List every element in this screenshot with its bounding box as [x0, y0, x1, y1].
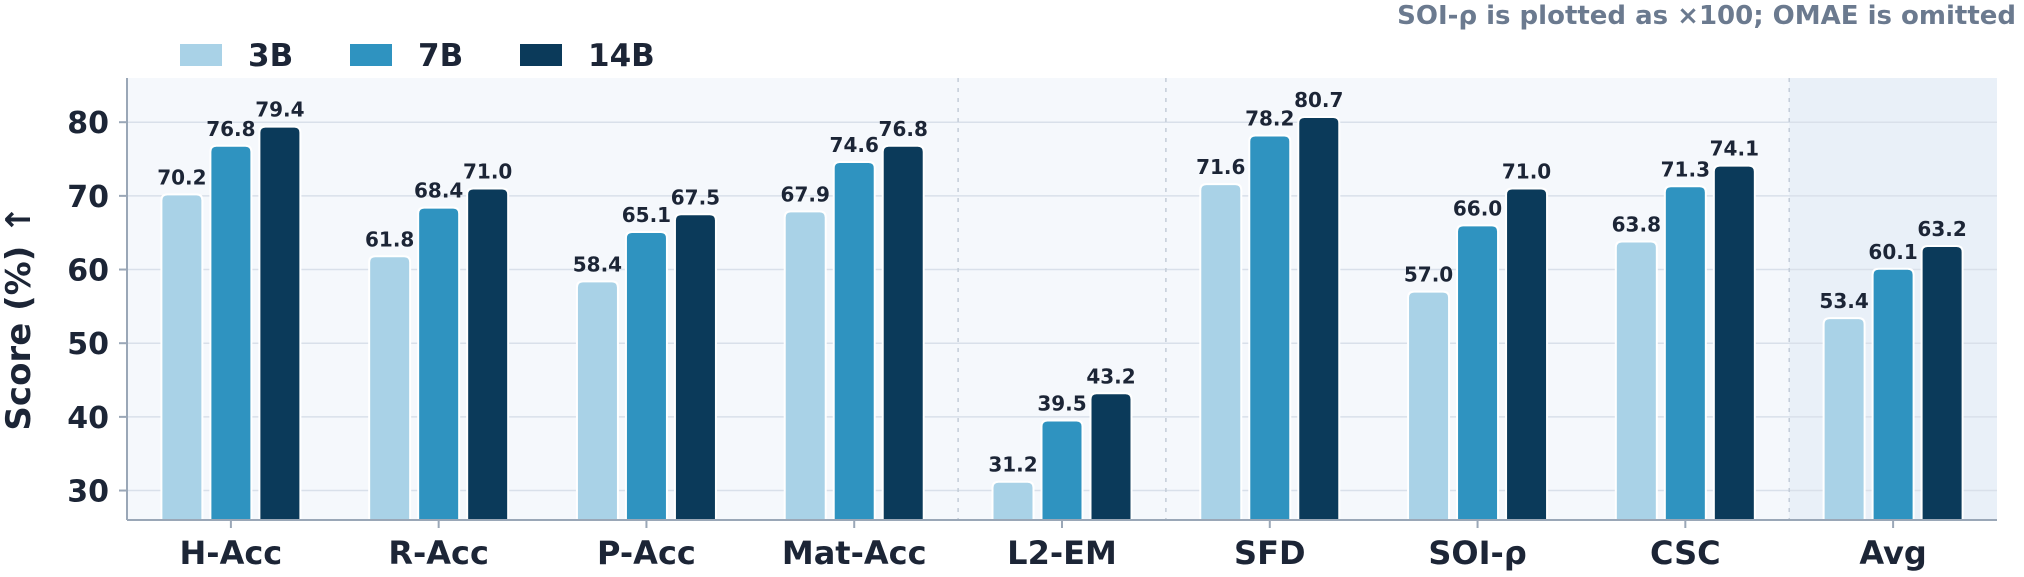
- value-label-SOI-ρ-14B: 71.0: [1502, 160, 1551, 184]
- x-label-P-Acc: P-Acc: [597, 534, 696, 572]
- value-labels: 70.276.879.461.868.471.058.465.167.5 67.9…: [157, 88, 1967, 477]
- value-label-Mat-Acc-3B: 67.9: [781, 182, 830, 206]
- value-label-SFD-14B: 80.7: [1294, 88, 1343, 112]
- bar-CSC-3B: [1614, 240, 1658, 521]
- value-label-SFD-3B: 71.6: [1196, 155, 1245, 179]
- bar-Avg-7B: [1871, 267, 1915, 521]
- bar-Avg-3B: [1822, 317, 1866, 521]
- bar-SOI-ρ-14B: [1505, 187, 1549, 521]
- bar-SFD-3B: [1199, 183, 1243, 521]
- value-label-P-Acc-3B: 58.4: [573, 252, 622, 276]
- bar-Avg-14B: [1920, 244, 1964, 521]
- bars: [160, 116, 1964, 521]
- value-label-L2-EM-7B: 39.5: [1037, 392, 1086, 416]
- bar-L2-EM-3B: [991, 480, 1035, 521]
- value-label-L2-EM-14B: 43.2: [1086, 364, 1135, 388]
- value-label-Avg-14B: 63.2: [1917, 217, 1966, 241]
- bar-R-Acc-7B: [417, 206, 461, 521]
- value-label-R-Acc-3B: 61.8: [365, 227, 414, 251]
- bar-L2-EM-7B: [1040, 419, 1084, 521]
- bar-L2-EM-14B: [1089, 392, 1133, 521]
- y-tick-label-50: 50: [67, 327, 109, 362]
- bar-Mat-Acc-7B: [832, 160, 876, 521]
- y-tick-label-40: 40: [67, 401, 109, 436]
- bar-H-Acc-7B: [209, 144, 253, 521]
- value-label-L2-EM-3B: 31.2: [988, 453, 1037, 477]
- value-label-P-Acc-7B: 65.1: [622, 203, 671, 227]
- bar-CSC-14B: [1712, 164, 1756, 521]
- x-label-Avg: Avg: [1859, 534, 1926, 572]
- bar-P-Acc-3B: [575, 280, 619, 521]
- chart-note: SOI-ρ is plotted as ×100; OMAE is omitte…: [1397, 1, 2016, 31]
- value-label-P-Acc-14B: 67.5: [671, 185, 720, 209]
- x-category-labels: H-Acc R-Acc P-Acc Mat-Acc L2-EM SFD SOI-ρ CSC Av…: [180, 520, 1927, 572]
- y-tick-label-30: 30: [67, 475, 109, 510]
- bar-H-Acc-14B: [258, 125, 302, 521]
- y-tick-label-70: 70: [67, 180, 109, 215]
- group-separators: [957, 78, 1790, 520]
- bar-CSC-7B: [1663, 185, 1707, 521]
- value-label-SFD-7B: 78.2: [1245, 106, 1294, 130]
- bar-R-Acc-3B: [368, 255, 412, 521]
- value-label-H-Acc-14B: 79.4: [255, 98, 304, 122]
- y-tick-label-80: 80: [67, 106, 109, 141]
- bar-Mat-Acc-14B: [881, 144, 925, 521]
- legend-swatch-3B: [180, 44, 222, 66]
- x-label-SFD: SFD: [1234, 534, 1305, 572]
- legend-label-14B: 14B: [588, 38, 655, 74]
- legend-label-7B: 7B: [418, 38, 463, 74]
- x-label-Mat-Acc: Mat-Acc: [782, 534, 927, 572]
- x-label-H-Acc: H-Acc: [180, 534, 283, 572]
- value-label-CSC-14B: 74.1: [1710, 137, 1759, 161]
- value-label-SOI-ρ-7B: 66.0: [1453, 196, 1502, 220]
- value-label-SOI-ρ-3B: 57.0: [1404, 263, 1453, 287]
- value-label-R-Acc-14B: 71.0: [463, 160, 512, 184]
- bar-SOI-ρ-7B: [1456, 224, 1500, 521]
- y-axis-label: Score (%) ↑: [0, 205, 39, 430]
- y-tick-label-60: 60: [67, 254, 109, 289]
- value-label-R-Acc-7B: 68.4: [414, 179, 463, 203]
- value-label-CSC-3B: 63.8: [1612, 213, 1661, 237]
- legend-swatch-14B: [520, 44, 562, 66]
- value-label-Mat-Acc-14B: 76.8: [879, 117, 928, 141]
- value-label-CSC-7B: 71.3: [1661, 157, 1710, 181]
- bar-SFD-7B: [1248, 134, 1292, 521]
- legend: 3B 7B 14B: [180, 38, 655, 74]
- bar-SOI-ρ-3B: [1407, 290, 1451, 521]
- value-label-Avg-3B: 53.4: [1819, 289, 1868, 313]
- value-label-H-Acc-3B: 70.2: [157, 165, 206, 189]
- value-label-Mat-Acc-7B: 74.6: [830, 133, 879, 157]
- bar-P-Acc-7B: [624, 230, 668, 521]
- bar-SFD-14B: [1297, 116, 1341, 521]
- legend-swatch-7B: [350, 44, 392, 66]
- bar-P-Acc-14B: [673, 213, 717, 521]
- legend-label-3B: 3B: [248, 38, 293, 74]
- x-label-SOI-ρ: SOI-ρ: [1428, 534, 1526, 572]
- value-label-Avg-7B: 60.1: [1868, 240, 1917, 264]
- x-label-R-Acc: R-Acc: [388, 534, 489, 572]
- value-label-H-Acc-7B: 76.8: [206, 117, 255, 141]
- bar-H-Acc-3B: [160, 193, 204, 521]
- y-tick-labels: 30 40 50 60 70 80: [67, 106, 127, 510]
- x-label-L2-EM: L2-EM: [1007, 534, 1117, 572]
- x-label-CSC: CSC: [1650, 534, 1721, 572]
- bar-R-Acc-14B: [466, 187, 510, 521]
- bar-Mat-Acc-3B: [783, 210, 827, 521]
